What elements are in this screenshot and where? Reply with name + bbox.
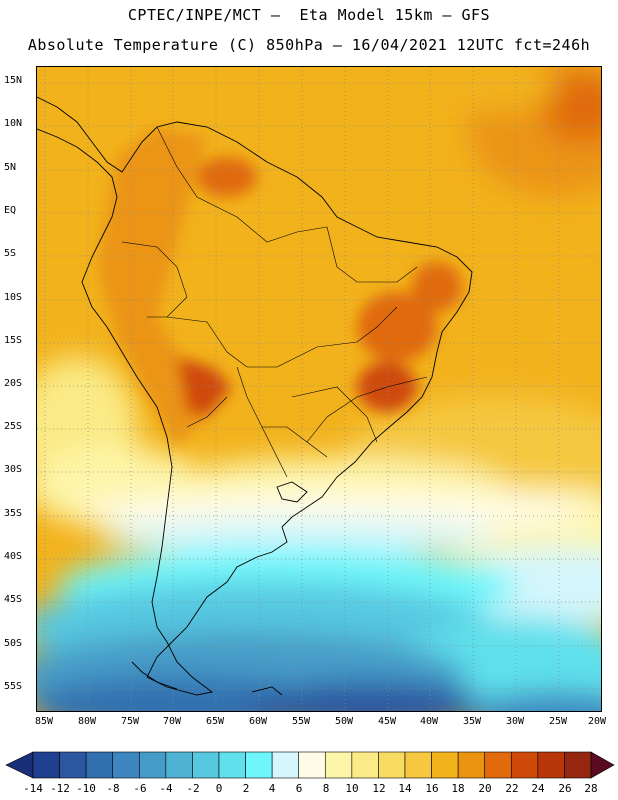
colorbar-tick-label: 10 xyxy=(345,782,359,795)
lon-tick-label: 80W xyxy=(77,716,97,727)
colorbar-swatch xyxy=(484,751,512,779)
colorbar-swatch xyxy=(59,751,87,779)
lat-tick-label: 50S xyxy=(4,638,23,649)
andes-warm-core xyxy=(97,127,462,447)
colorbar-tick-label: 8 xyxy=(322,782,330,795)
colorbar-tick-label: -6 xyxy=(133,782,147,795)
colorbar-tick-label: 16 xyxy=(425,782,439,795)
chart-subtitle: Absolute Temperature (C) 850hPa – 16/04/… xyxy=(27,36,591,54)
lat-tick-label: 30S xyxy=(4,464,23,475)
lat-tick-label: 40S xyxy=(4,551,23,562)
colorbar-tick-label: 26 xyxy=(558,782,572,795)
colorbar-tick-label: 18 xyxy=(451,782,465,795)
lon-tick-label: 40W xyxy=(419,716,439,727)
colorbar-tick-label: 2 xyxy=(242,782,250,795)
colorbar-swatch xyxy=(112,751,140,779)
colorbar-swatch xyxy=(192,751,220,779)
lon-tick-label: 50W xyxy=(334,716,354,727)
colorbar-swatch xyxy=(298,751,326,779)
colorbar-swatch xyxy=(165,751,193,779)
lat-tick-label: 25S xyxy=(4,421,23,432)
lat-tick-label: 10N xyxy=(4,118,23,129)
colorbar-tick-label: -10 xyxy=(76,782,96,795)
colorbar-tick-label: -4 xyxy=(159,782,173,795)
colorbar-tick-label: -2 xyxy=(186,782,200,795)
colorbar-swatch xyxy=(271,751,300,779)
colorbar-tick-label: -8 xyxy=(106,782,120,795)
colorbar-swatch xyxy=(32,751,60,779)
colorbar-swatch xyxy=(564,751,592,779)
colorbar-swatch xyxy=(378,751,406,779)
colorbar-legend xyxy=(5,751,615,779)
colorbar-tick-label: -12 xyxy=(50,782,70,795)
lon-tick-label: 70W xyxy=(162,716,182,727)
lat-tick-label: 55S xyxy=(4,681,23,692)
lat-tick-label: 45S xyxy=(4,594,23,605)
colorbar-tick-label: 22 xyxy=(505,782,519,795)
colorbar-over-arrow xyxy=(590,751,615,779)
colorbar-under-arrow xyxy=(5,751,34,779)
borders xyxy=(121,126,428,478)
lat-tick-label: 5N xyxy=(4,162,17,173)
coastline xyxy=(37,96,473,696)
colorbar-tick-label: 20 xyxy=(478,782,492,795)
colorbar-swatch xyxy=(351,751,379,779)
colorbar-swatch xyxy=(85,751,114,779)
lon-tick-label: 45W xyxy=(377,716,397,727)
colorbar-tick-label: 28 xyxy=(584,782,598,795)
temperature-field xyxy=(37,67,601,711)
colorbar-tick-label: 12 xyxy=(372,782,386,795)
colorbar-swatch xyxy=(245,751,273,779)
lon-tick-label: 35W xyxy=(462,716,482,727)
colorbar-swatch xyxy=(457,751,486,779)
lat-tick-label: 5S xyxy=(4,248,17,259)
colorbar-swatch xyxy=(431,751,459,779)
colorbar-tick-label: 4 xyxy=(268,782,276,795)
lon-tick-label: 65W xyxy=(205,716,225,727)
lon-tick-label: 25W xyxy=(548,716,568,727)
colorbar-swatch xyxy=(324,751,353,779)
lat-tick-label: EQ xyxy=(4,205,17,216)
colorbar-swatch xyxy=(537,751,565,779)
colorbar-swatch xyxy=(404,751,432,779)
colorbar-tick-label: 24 xyxy=(531,782,545,795)
lon-tick-label: 60W xyxy=(248,716,268,727)
colorbar-swatch xyxy=(138,751,167,779)
colorbar-swatch xyxy=(510,751,539,779)
lon-tick-label: 75W xyxy=(120,716,140,727)
lon-tick-label: 20W xyxy=(587,716,607,727)
colorbar-tick-label: -14 xyxy=(23,782,43,795)
lon-tick-label: 30W xyxy=(505,716,525,727)
chart-title: CPTEC/INPE/MCT – Eta Model 15km – GFS xyxy=(127,6,491,24)
lat-tick-label: 15S xyxy=(4,335,23,346)
lat-tick-label: 35S xyxy=(4,508,23,519)
colorbar-tick-label: 6 xyxy=(295,782,303,795)
colorbar-tick-label: 14 xyxy=(398,782,412,795)
lon-tick-label: 55W xyxy=(291,716,311,727)
lat-tick-label: 10S xyxy=(4,292,23,303)
colorbar-swatch xyxy=(218,751,246,779)
lon-tick-label: 85W xyxy=(34,716,54,727)
lat-tick-label: 15N xyxy=(4,75,23,86)
temperature-map xyxy=(36,66,602,712)
lat-tick-label: 20S xyxy=(4,378,23,389)
colorbar-tick-label: 0 xyxy=(215,782,223,795)
